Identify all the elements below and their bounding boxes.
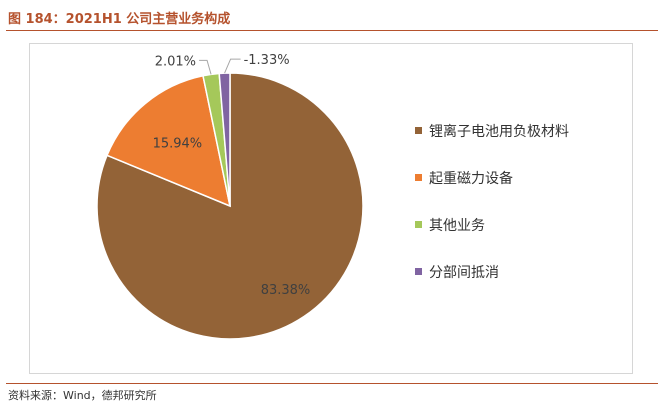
figure-title: 图 184：2021H1 公司主营业务构成 xyxy=(8,12,231,27)
legend-swatch xyxy=(415,127,422,134)
legend-swatch xyxy=(415,174,422,181)
legend-label: 其他业务 xyxy=(429,218,485,234)
legend-swatch xyxy=(415,221,422,228)
data-label: 83.38% xyxy=(261,283,311,298)
chart-area xyxy=(29,43,633,374)
legend-label: 分部间抵消 xyxy=(429,265,499,281)
source-rule xyxy=(6,383,658,384)
legend-swatch xyxy=(415,268,422,275)
data-label: 15.94% xyxy=(153,137,203,152)
title-rule xyxy=(6,30,658,31)
source-note: 资料来源：Wind，德邦研究所 xyxy=(8,389,157,402)
legend-label: 锂离子电池用负极材料 xyxy=(429,123,569,140)
data-label: 2.01% xyxy=(155,54,196,69)
leader-line xyxy=(199,59,212,75)
data-label: -1.33% xyxy=(244,53,290,68)
leader-line xyxy=(224,58,241,74)
legend-label: 起重磁力设备 xyxy=(429,170,513,187)
pie-slice xyxy=(106,74,232,208)
